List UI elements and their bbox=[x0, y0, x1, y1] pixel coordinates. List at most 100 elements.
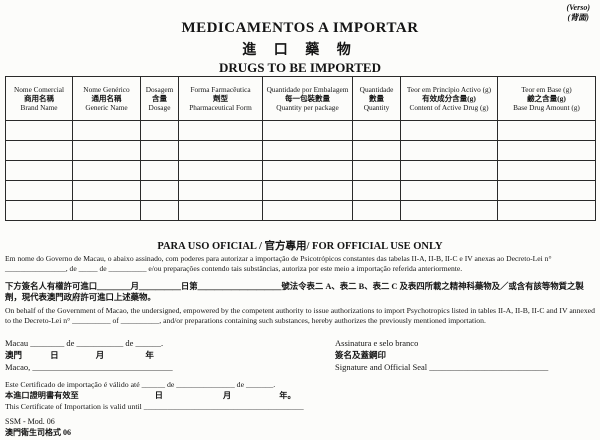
column-label-zh: 數量 bbox=[369, 94, 384, 103]
table-row bbox=[5, 120, 596, 141]
form-code-zh: 澳門衛生司格式 06 bbox=[5, 428, 71, 437]
table-cell-empty bbox=[72, 160, 141, 181]
table-header-row: Nome Comercial 商用名稱 Brand Name Nome Gené… bbox=[5, 76, 596, 121]
date-block: Macau ________ de ___________ de ______.… bbox=[5, 337, 173, 373]
table-cell-empty bbox=[140, 160, 179, 181]
table-row bbox=[5, 160, 596, 181]
column-label-en: Quantity bbox=[363, 103, 390, 112]
table-cell-empty bbox=[72, 140, 141, 161]
column-label-zh: 每一包裝數量 bbox=[285, 94, 330, 103]
table-cell-empty bbox=[497, 160, 596, 181]
authorization-paragraph-en: On behalf of the Government of Macao, th… bbox=[5, 306, 595, 325]
table-cell-empty bbox=[400, 180, 498, 201]
table-cell-empty bbox=[400, 140, 498, 161]
table-body bbox=[5, 120, 596, 221]
table-cell-empty bbox=[72, 180, 141, 201]
column-label-en: Pharmaceutical Form bbox=[189, 103, 252, 112]
column-label-zh: 通用名稱 bbox=[91, 94, 122, 103]
column-label-pt: Teor em Base (g) bbox=[521, 85, 572, 94]
column-label-en: Quantity per package bbox=[276, 103, 339, 112]
table-cell-empty bbox=[178, 180, 263, 201]
signature-label-pt: Assinatura e selo branco bbox=[335, 338, 419, 348]
validity-line-pt: Este Certificado de importação é válido … bbox=[5, 380, 276, 389]
table-cell-empty bbox=[400, 120, 498, 141]
validity-line-en: This Certificate of Importation is valid… bbox=[5, 402, 304, 411]
column-label-pt: Quantidade bbox=[359, 85, 394, 94]
column-label-en: Dosage bbox=[148, 103, 171, 112]
table-cell-empty bbox=[178, 140, 263, 161]
table-cell-empty bbox=[72, 120, 141, 141]
verso-label-pt: (Verso) bbox=[566, 3, 590, 12]
table-cell-empty bbox=[178, 200, 263, 221]
column-label-en: Brand Name bbox=[20, 103, 58, 112]
column-label-pt: Nome Genérico bbox=[83, 85, 130, 94]
signature-block: Assinatura e selo branco 簽名及蓋鋼印 Signatur… bbox=[335, 337, 548, 373]
form-title-en: DRUGS TO BE IMPORTED bbox=[219, 60, 381, 75]
table-cell-empty bbox=[352, 200, 401, 221]
column-header-quantity: Quantidade 數量 Quantity bbox=[352, 76, 401, 121]
table-cell-empty bbox=[5, 180, 73, 201]
year-label-zh: 年 bbox=[145, 350, 154, 360]
table-row bbox=[5, 180, 596, 201]
official-use-heading: PARA USO OFICIAL / 官方專用/ FOR OFFICIAL US… bbox=[157, 241, 443, 252]
table-cell-empty bbox=[140, 120, 179, 141]
column-label-pt: Dosagem bbox=[145, 85, 174, 94]
column-header-base-drug-amount: Teor em Base (g) 鹼之含量(g) Base Drug Amoun… bbox=[497, 76, 596, 121]
column-label-pt: Quantidade por Embalagem bbox=[266, 85, 349, 94]
table-cell-empty bbox=[262, 140, 353, 161]
table-cell-empty bbox=[5, 200, 73, 221]
year-label-zh: 年。 bbox=[279, 391, 296, 400]
column-label-zh: 劑型 bbox=[213, 94, 228, 103]
table-cell-empty bbox=[262, 180, 353, 201]
verso-label-zh: (背面) bbox=[567, 13, 589, 22]
column-header-brand-name: Nome Comercial 商用名稱 Brand Name bbox=[5, 76, 73, 121]
column-label-zh: 鹼之含量(g) bbox=[527, 94, 566, 103]
column-label-pt: Teor em Princípio Activo (g) bbox=[406, 85, 492, 94]
table-cell-empty bbox=[178, 160, 263, 181]
signature-label-zh: 簽名及蓋鋼印 bbox=[335, 350, 387, 360]
column-label-zh: 商用名稱 bbox=[24, 94, 54, 103]
column-label-pt: Nome Comercial bbox=[13, 85, 65, 94]
table-cell-empty bbox=[72, 200, 141, 221]
table-cell-empty bbox=[497, 140, 596, 161]
macau-date-line-pt: Macau ________ de ___________ de ______. bbox=[5, 338, 164, 348]
table-cell-empty bbox=[262, 200, 353, 221]
day-label-zh: 日 bbox=[154, 391, 163, 400]
month-label-zh: 月 bbox=[95, 350, 105, 360]
table-cell-empty bbox=[178, 120, 263, 141]
macau-date-line-zh: 澳門 日 月 年 bbox=[5, 349, 173, 361]
column-header-pharmaceutical-form: Forma Farmacêutica 劑型 Pharmaceutical For… bbox=[178, 76, 263, 121]
form-title-zh: 進 口 藥 物 bbox=[242, 43, 358, 58]
macao-date-line-en: Macao, _________________________________ bbox=[5, 362, 173, 372]
signature-label-en: Signature and Official Seal ____________… bbox=[335, 362, 549, 372]
table-cell-empty bbox=[5, 160, 73, 181]
table-cell-empty bbox=[497, 120, 596, 141]
table-cell-empty bbox=[262, 160, 353, 181]
validity-prefix-zh: 本進口證明書有效至 bbox=[5, 391, 79, 400]
table-cell-empty bbox=[262, 120, 353, 141]
table-cell-empty bbox=[400, 200, 498, 221]
column-label-zh: 有效成分含量(g) bbox=[422, 94, 476, 103]
column-header-active-drug-content: Teor em Princípio Activo (g) 有效成分含量(g) C… bbox=[400, 76, 498, 121]
macau-place-zh: 澳門 bbox=[5, 350, 23, 360]
table-cell-empty bbox=[352, 160, 401, 181]
table-row bbox=[5, 140, 596, 161]
table-cell-empty bbox=[140, 140, 179, 161]
table-cell-empty bbox=[5, 120, 73, 141]
table-cell-empty bbox=[352, 140, 401, 161]
table-cell-empty bbox=[400, 160, 498, 181]
table-cell-empty bbox=[352, 120, 401, 141]
column-header-quantity-per-package: Quantidade por Embalagem 每一包裝數量 Quantity… bbox=[262, 76, 353, 121]
authorization-paragraph-zh: 下方簽名人有權許可進口＿＿＿＿月＿＿＿＿＿日第＿＿＿＿＿＿＿＿＿＿號法令表二 A… bbox=[5, 282, 584, 302]
day-label-zh: 日 bbox=[50, 350, 59, 360]
table-cell-empty bbox=[352, 180, 401, 201]
column-label-en: Generic Name bbox=[85, 103, 128, 112]
column-label-en: Base Drug Amount (g) bbox=[513, 103, 580, 112]
verso-corner-note: (Verso) (背面) bbox=[566, 3, 590, 23]
column-header-dosage: Dosagem 含量 Dosage bbox=[140, 76, 179, 121]
form-code-block: SSM - Mod. 06 澳門衛生司格式 06 bbox=[5, 416, 71, 438]
form-title: MEDICAMENTOS A IMPORTAR 進 口 藥 物 DRUGS TO… bbox=[0, 20, 600, 76]
authorization-paragraph-pt: Em nome do Governo de Macau, o abaixo as… bbox=[5, 254, 552, 273]
table-row bbox=[5, 200, 596, 221]
column-label-pt: Forma Farmacêutica bbox=[190, 85, 251, 94]
